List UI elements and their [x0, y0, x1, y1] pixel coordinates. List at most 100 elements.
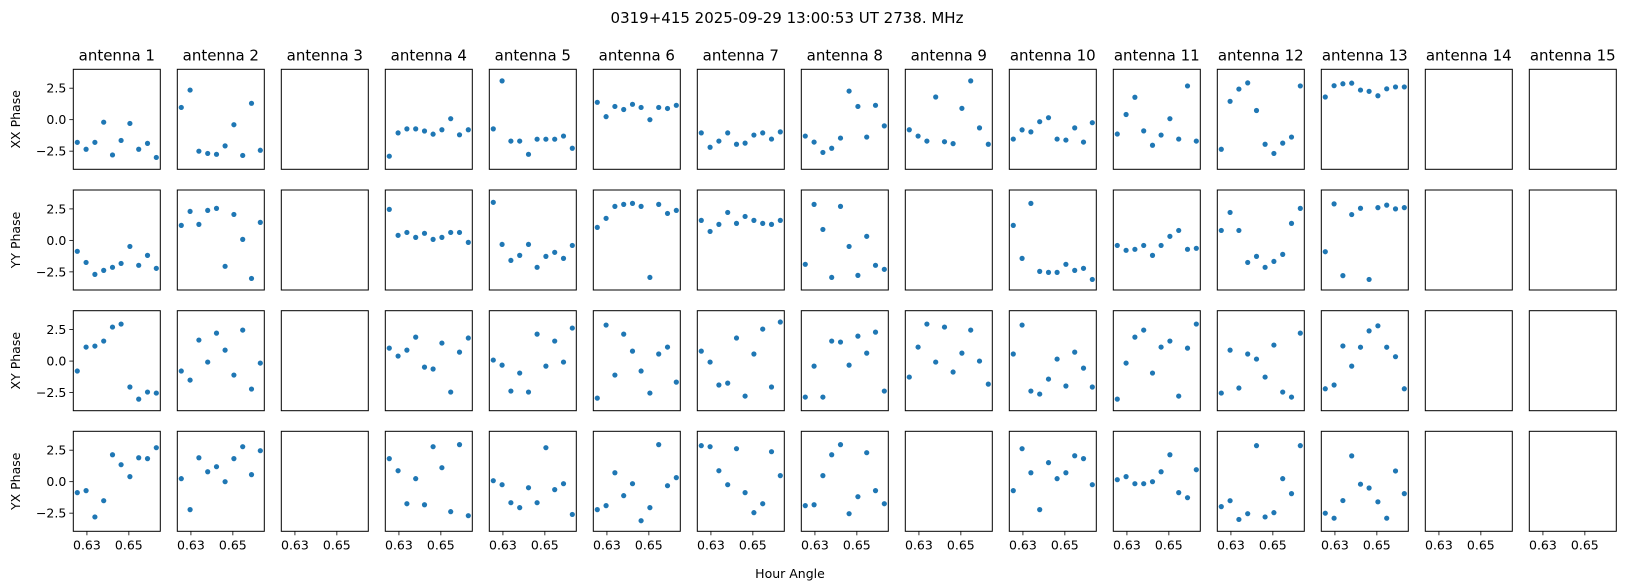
data-point — [656, 442, 662, 448]
data-point — [1245, 259, 1251, 266]
data-point — [1288, 134, 1295, 140]
data-point — [1054, 476, 1060, 482]
data-point — [74, 139, 80, 145]
x-tick-label: 0.63 — [593, 537, 621, 552]
data-point — [118, 321, 124, 327]
data-point — [1218, 146, 1224, 152]
data-point — [569, 145, 575, 151]
figure-title: 0319+415 2025-09-29 13:00:53 UT 2738. MH… — [611, 9, 964, 27]
subplot-frame — [800, 310, 889, 412]
data-point — [1037, 507, 1043, 513]
subplot-frame — [488, 189, 577, 291]
data-point — [612, 203, 618, 209]
data-point — [837, 203, 844, 209]
data-point — [673, 102, 679, 108]
x-tick-label: 0.65 — [635, 537, 663, 552]
data-point — [395, 353, 401, 359]
data-point — [698, 348, 704, 354]
y-tick-label: 0.0 — [46, 354, 66, 369]
data-point — [240, 152, 246, 159]
data-point — [1236, 385, 1242, 391]
data-point — [109, 324, 116, 330]
y-tick-label: −2.5 — [36, 506, 66, 521]
data-point — [1167, 452, 1173, 458]
data-point — [257, 219, 263, 225]
data-point — [1149, 479, 1156, 485]
subplot-frame — [176, 430, 265, 532]
data-point — [656, 351, 662, 357]
data-point — [1141, 327, 1147, 333]
data-point — [465, 513, 471, 519]
data-point — [456, 442, 463, 448]
antenna-title: antenna 2 — [183, 46, 259, 64]
data-point — [517, 138, 523, 144]
data-point — [664, 210, 671, 217]
data-point — [1227, 98, 1233, 104]
data-point — [733, 446, 740, 452]
data-point — [517, 505, 523, 511]
data-point — [448, 116, 454, 122]
data-point — [811, 363, 817, 369]
data-point — [448, 229, 454, 236]
data-point — [404, 501, 410, 507]
data-point — [656, 104, 662, 111]
data-point — [1089, 482, 1095, 488]
data-point — [1340, 497, 1346, 504]
data-point — [985, 141, 991, 147]
subplot-frame — [176, 310, 265, 412]
data-point — [74, 368, 80, 374]
data-point — [213, 464, 220, 470]
data-point — [92, 139, 98, 145]
data-point — [1401, 491, 1407, 497]
data-point — [612, 103, 618, 110]
x-tick-label: 0.63 — [1529, 537, 1557, 552]
data-point — [1123, 360, 1129, 366]
subplot-frame — [592, 310, 681, 412]
data-point — [178, 104, 184, 111]
data-point — [1167, 338, 1173, 344]
data-point — [1089, 120, 1095, 126]
data-point — [508, 138, 514, 144]
subplot-frame — [72, 430, 161, 532]
data-point — [1028, 388, 1034, 394]
antenna-title: antenna 7 — [703, 46, 779, 64]
data-point — [413, 234, 419, 240]
data-point — [144, 252, 151, 258]
x-tick-label: 0.65 — [531, 537, 559, 552]
data-point — [603, 114, 609, 120]
y-tick-label: 0.0 — [46, 112, 66, 127]
data-point — [1218, 390, 1224, 396]
data-point — [594, 507, 600, 513]
data-point — [1262, 374, 1268, 380]
data-point — [1297, 443, 1303, 449]
data-point — [1384, 86, 1390, 92]
subplot-frame — [1008, 189, 1097, 291]
data-point — [127, 120, 133, 127]
data-point — [1019, 322, 1025, 328]
subplot-frame — [1112, 68, 1201, 170]
data-point — [829, 452, 835, 458]
y-tick-label: −2.5 — [36, 264, 66, 279]
data-point — [144, 389, 151, 395]
x-tick-label: 0.65 — [1259, 537, 1287, 552]
x-tick-label: 0.63 — [281, 537, 309, 552]
data-point — [1349, 80, 1355, 86]
data-point — [959, 350, 965, 356]
data-point — [205, 207, 211, 214]
y-axis-label: YY Phase — [8, 211, 23, 269]
x-tick-label: 0.63 — [73, 537, 101, 552]
data-point — [153, 390, 159, 396]
data-point — [707, 144, 713, 150]
subplot-frame — [592, 430, 681, 532]
data-point — [490, 126, 496, 132]
data-point — [1384, 344, 1390, 350]
data-point — [386, 456, 392, 462]
x-tick-label: 0.63 — [697, 537, 725, 552]
data-point — [837, 442, 844, 448]
data-point — [846, 362, 852, 368]
x-tick-label: 0.63 — [1321, 537, 1349, 552]
data-point — [490, 478, 496, 484]
data-point — [698, 130, 704, 136]
data-point — [248, 275, 255, 282]
data-point — [430, 131, 436, 137]
